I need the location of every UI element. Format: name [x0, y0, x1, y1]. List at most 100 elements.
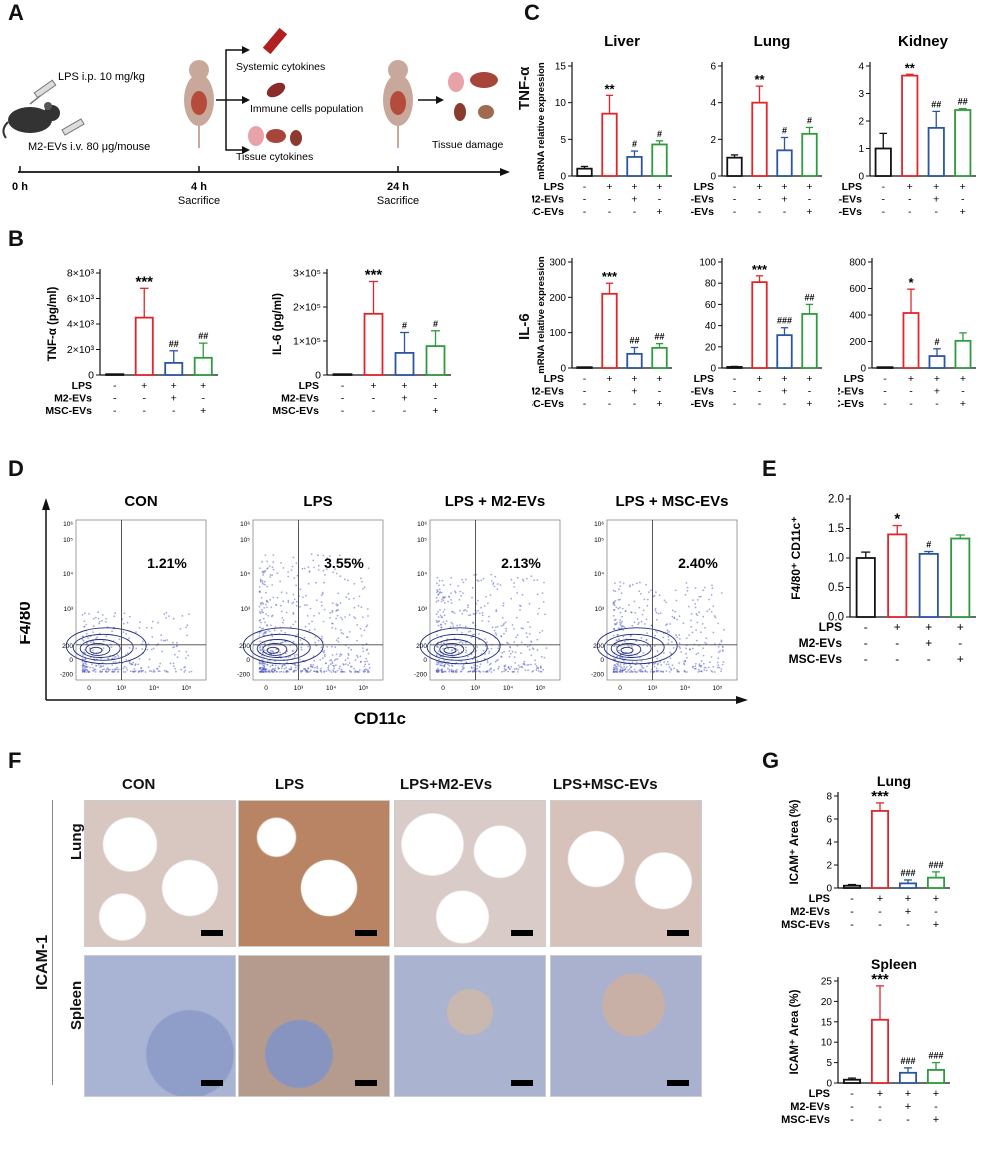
condition-sign: +	[957, 652, 964, 666]
flow-event-dot	[620, 592, 623, 594]
condition-sign: -	[882, 194, 886, 206]
flow-event-dot	[619, 598, 621, 601]
flow-event-dot	[517, 668, 520, 671]
condition-row-label: M2-EVs	[532, 386, 564, 398]
flow-event-dot	[708, 608, 711, 611]
flow-event-dot	[324, 662, 327, 665]
flow-event-dot	[441, 598, 443, 600]
condition-row-label: M2-EVs	[799, 636, 843, 650]
flow-event-dot	[620, 645, 622, 647]
flow-event-dot	[260, 597, 263, 599]
flow-event-dot	[365, 642, 368, 645]
flow-event-dot	[535, 665, 538, 667]
flow-event-dot	[270, 624, 272, 627]
ihc-title-msc: LPS+MSC-EVs	[553, 776, 658, 793]
flow-event-dot	[322, 651, 325, 654]
y-tick-label: 20	[705, 342, 717, 353]
flow-x-tick: 10⁴	[149, 685, 159, 692]
bar	[876, 366, 894, 369]
y-tick-label: 15	[821, 1017, 833, 1028]
rat-icon	[184, 60, 214, 148]
panel-label-g: G	[762, 748, 780, 773]
flow-event-dot	[435, 600, 438, 603]
flow-event-dot	[451, 623, 454, 625]
condition-sign: -	[172, 405, 176, 417]
flow-event-dot	[353, 597, 355, 600]
flow-event-dot	[291, 649, 294, 652]
flow-event-dot	[503, 665, 506, 667]
flow-event-dot	[487, 602, 489, 604]
time-0h: 0 h	[12, 181, 28, 193]
flow-event-dot	[616, 663, 618, 665]
flow-event-dot	[314, 641, 317, 644]
condition-sign: +	[141, 380, 147, 392]
flow-event-dot	[450, 670, 453, 673]
flow-event-dot	[261, 654, 263, 657]
flow-event-dot	[636, 661, 638, 664]
flow-event-dot	[87, 637, 89, 639]
flow-y-tick: -200	[414, 672, 427, 679]
flow-event-dot	[142, 640, 144, 643]
flow-event-dot	[484, 653, 486, 655]
flow-event-dot	[614, 590, 617, 593]
flow-event-dot	[526, 577, 528, 580]
flow-event-dot	[617, 664, 620, 667]
flow-event-dot	[672, 647, 675, 649]
flow-event-dot	[359, 661, 362, 664]
condition-sign: -	[608, 206, 612, 218]
flow-event-dot	[315, 581, 317, 584]
flow-event-dot	[655, 667, 658, 670]
condition-sign: +	[877, 1088, 883, 1100]
y-tick-label: 0	[710, 364, 716, 375]
flow-event-dot	[271, 566, 274, 569]
chart-lung-il6: 020406080100***#####LPS-+++M2-EVs--+-MSC…	[690, 258, 822, 410]
flow-contour	[72, 633, 134, 661]
flow-contour	[262, 642, 288, 656]
flow-event-dot	[259, 619, 262, 621]
flow-event-dot	[494, 660, 497, 663]
flow-event-dot	[475, 670, 478, 673]
flow-event-dot	[362, 588, 364, 590]
flow-event-dot	[356, 654, 358, 657]
condition-sign: +	[781, 194, 787, 206]
flow-event-dot	[141, 648, 144, 650]
flow-event-dot	[703, 586, 706, 589]
condition-sign: +	[631, 181, 637, 193]
flow-event-dot	[695, 629, 697, 631]
flow-event-dot	[117, 668, 120, 671]
significance-mark: **	[604, 81, 615, 96]
flow-event-dot	[688, 648, 691, 651]
flow-y-tick: 10⁵	[594, 537, 604, 544]
flow-event-dot	[101, 614, 104, 616]
mouse-icon	[2, 102, 60, 139]
flow-event-dot	[619, 611, 622, 614]
flow-event-dot	[481, 611, 484, 614]
organs-icon	[248, 126, 302, 146]
flow-event-dot	[258, 668, 261, 670]
flow-event-dot	[93, 669, 95, 672]
flow-event-dot	[638, 621, 640, 624]
flow-plot-frame	[429, 519, 561, 681]
flow-event-dot	[450, 621, 453, 624]
condition-row-label: MSC-EVs	[838, 398, 864, 410]
significance-mark: ***	[365, 267, 383, 284]
flow-event-dot	[657, 669, 660, 672]
flow-event-dot	[281, 665, 284, 667]
flow-event-dot	[367, 615, 369, 617]
flow-event-dot	[354, 659, 357, 661]
flow-event-dot	[667, 663, 670, 666]
flow-event-dot	[703, 669, 706, 671]
condition-sign: -	[883, 386, 887, 398]
bar	[601, 292, 618, 369]
flow-event-dot	[265, 599, 268, 602]
flow-event-dot	[711, 584, 713, 587]
flow-event-dot	[694, 606, 697, 609]
flow-event-dot	[616, 633, 619, 636]
panel-label-f: F	[8, 748, 22, 773]
flow-event-dot	[691, 631, 694, 634]
significance-mark: **	[754, 72, 765, 87]
flow-event-dot	[465, 646, 467, 649]
flow-event-dot	[526, 664, 529, 666]
